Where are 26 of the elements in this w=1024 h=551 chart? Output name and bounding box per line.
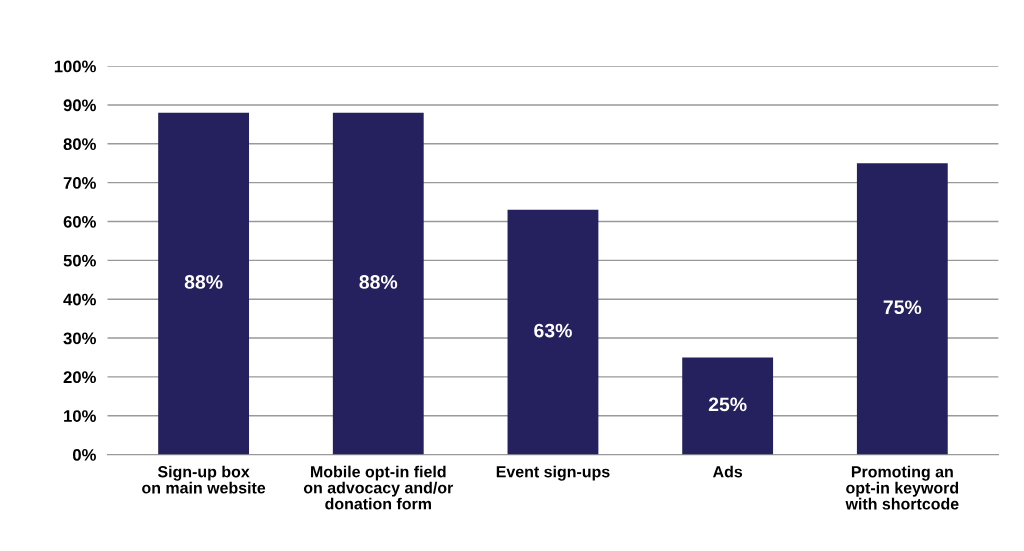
bar [158,112,250,455]
y-tick-label: 70% [63,177,96,189]
data-label: 75% [883,300,922,315]
y-tick-label: 40% [63,293,96,306]
y-tick-label: 60% [63,215,96,228]
bar [682,357,774,455]
data-label: 88% [184,275,223,289]
y-tick-label: 20% [63,371,96,384]
data-label: 88% [359,275,398,289]
y-tick-label: 50% [63,254,96,267]
bar [332,112,424,455]
x-tick-label: Mobile opt-in field on advocacy and/or donation form [303,465,454,510]
data-label: 63% [534,323,572,338]
x-tick-label: Sign-up box on main website [142,465,266,494]
y-tick-label: 90% [63,99,96,112]
bar [856,163,948,455]
y-tick-label: 30% [63,332,96,345]
y-tick-label: 10% [64,410,96,422]
x-tick-label: Promoting an opt-in keyword with shortcode [845,465,959,510]
data-label: 25% [708,397,747,412]
bar [507,209,599,455]
x-tick-label: Event sign-ups [496,465,610,481]
y-tick-label: 80% [63,138,96,151]
y-tick-label: 0% [72,448,96,461]
x-tick-label: Ads [712,465,743,478]
y-tick-label: 100% [54,60,96,73]
